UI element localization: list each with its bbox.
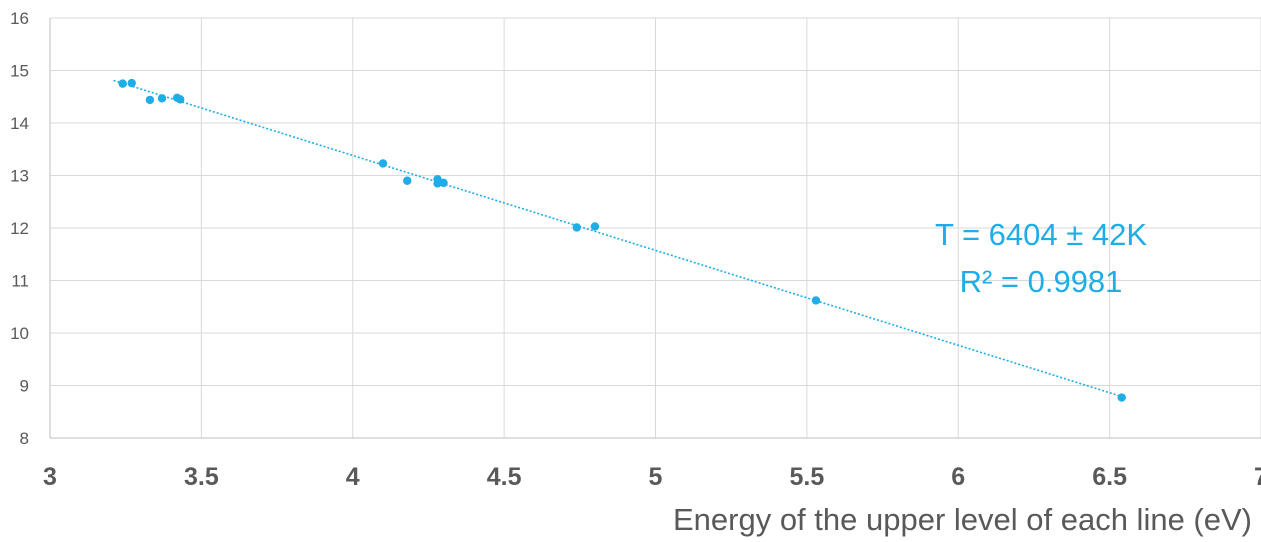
data-point bbox=[157, 94, 167, 103]
data-point bbox=[145, 95, 155, 105]
y-tick-label: 8 bbox=[20, 429, 29, 448]
x-tick-label: 3.5 bbox=[184, 463, 219, 491]
trendline-group bbox=[113, 79, 1122, 398]
data-point bbox=[439, 178, 448, 188]
y-tick-label: 9 bbox=[20, 377, 29, 396]
y-tick-label: 12 bbox=[10, 219, 29, 238]
data-point bbox=[127, 78, 136, 88]
y-tick-labels: 8 9 10 11 12 13 14 15 16 bbox=[10, 9, 29, 448]
x-tick-label: 5.5 bbox=[789, 463, 824, 491]
x-tick-label: 4 bbox=[346, 463, 360, 491]
x-axis-label: Energy of the upper level of each line (… bbox=[673, 502, 1252, 537]
trendline bbox=[113, 79, 1122, 398]
data-point bbox=[403, 176, 412, 185]
data-points bbox=[118, 78, 1126, 402]
data-point bbox=[175, 95, 185, 104]
axes bbox=[49, 18, 1261, 439]
x-tick-label: 5 bbox=[649, 463, 663, 491]
x-tick-label: 7 bbox=[1254, 463, 1261, 491]
y-tick-label: 13 bbox=[10, 167, 29, 186]
y-tick-label: 16 bbox=[10, 9, 29, 28]
data-point bbox=[1117, 393, 1126, 402]
data-point bbox=[118, 79, 127, 88]
y-tick-label: 11 bbox=[11, 272, 29, 291]
annotation-r-squared: R² = 0.9981 bbox=[960, 264, 1123, 299]
y-tick-label: 15 bbox=[10, 62, 29, 81]
y-tick-label: 10 bbox=[10, 324, 29, 343]
x-tick-label: 4.5 bbox=[487, 463, 522, 491]
data-point bbox=[811, 296, 821, 305]
y-tick-label: 14 bbox=[10, 114, 29, 133]
annotation-temperature: T = 6404 ± 42K bbox=[935, 217, 1147, 252]
x-tick-label: 6 bbox=[951, 463, 965, 491]
data-point bbox=[590, 222, 600, 231]
x-tick-labels: 3 3.5 4 4.5 5 5.5 6 6.5 7 bbox=[43, 463, 1261, 491]
x-tick-label: 6.5 bbox=[1092, 463, 1127, 491]
data-point bbox=[572, 223, 581, 232]
x-tick-label: 3 bbox=[43, 463, 57, 491]
data-point bbox=[378, 159, 388, 168]
data-point bbox=[433, 179, 442, 188]
